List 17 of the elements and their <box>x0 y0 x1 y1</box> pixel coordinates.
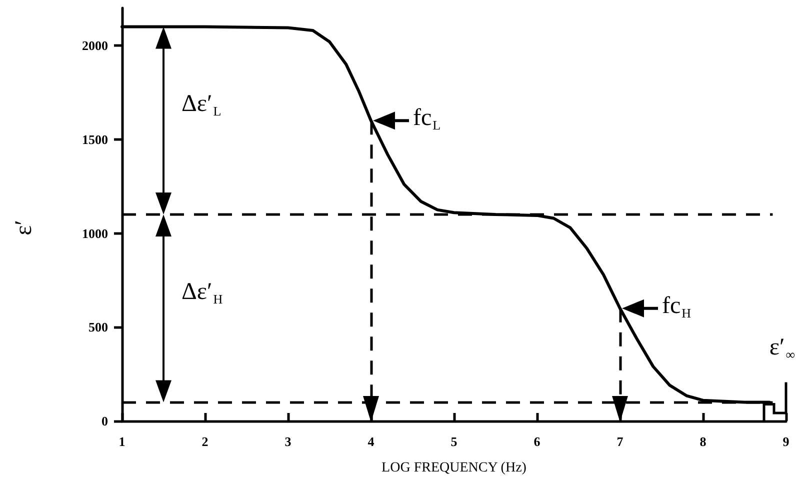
x-tick-label: 6 <box>534 434 541 449</box>
x-tick-label: 3 <box>284 434 292 449</box>
y-tick-label: 2000 <box>82 38 108 54</box>
x-tick-label: 9 <box>782 434 790 449</box>
x-tick-label: 8 <box>700 434 707 449</box>
x-tick-label: 2 <box>202 434 208 449</box>
x-tick-label: 1 <box>118 434 126 449</box>
x-tick-label: 4 <box>368 434 375 449</box>
y-tick-label: 1000 <box>82 226 108 241</box>
y-tick-label: 0 <box>102 414 108 428</box>
x-axis-title: LOG FREQUENCY (Hz) <box>382 460 527 476</box>
x-tick-label: 7 <box>616 434 624 449</box>
y-tick-label: 500 <box>88 320 108 335</box>
y-tick-label: 1500 <box>82 132 108 147</box>
y-axis-title: ε′ <box>11 220 37 236</box>
annotation: ε′∞ <box>769 334 796 362</box>
x-tick-label: 5 <box>450 434 458 449</box>
